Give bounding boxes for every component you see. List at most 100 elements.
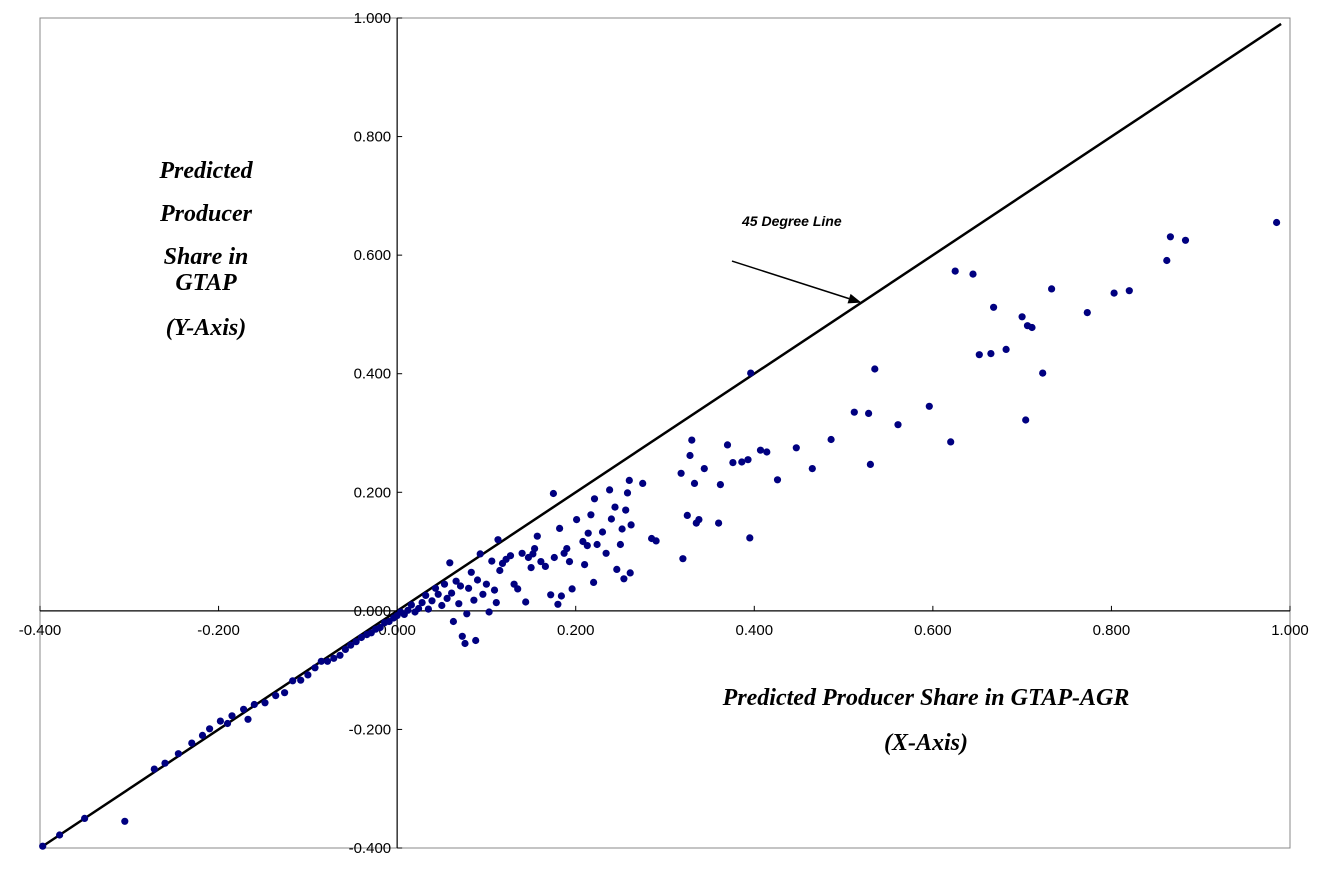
data-point — [281, 689, 289, 697]
y-tick-label: 0.200 — [354, 484, 392, 501]
y-axis-title-line: GTAP — [175, 270, 237, 296]
data-point — [690, 479, 699, 487]
data-point — [522, 598, 530, 606]
y-tick-label: 0.400 — [354, 366, 392, 383]
data-point — [607, 515, 616, 523]
data-point — [549, 489, 558, 498]
data-point — [524, 553, 533, 562]
data-point — [598, 528, 607, 536]
data-point — [850, 408, 858, 416]
data-point — [206, 725, 214, 733]
data-point — [792, 444, 800, 452]
data-point — [341, 645, 349, 654]
data-point — [1039, 369, 1047, 377]
data-point — [330, 654, 338, 662]
data-point — [1083, 309, 1091, 317]
data-point — [744, 456, 752, 464]
data-point — [1048, 285, 1056, 293]
y-axis-title-line: Predicted — [158, 158, 253, 184]
data-point — [440, 580, 449, 588]
annotation-arrowhead — [847, 293, 862, 304]
data-point — [297, 676, 305, 684]
data-point — [150, 765, 158, 773]
y-axis-title: Predicted Producer Share in GTAP (Y-Axis… — [158, 158, 253, 341]
data-point — [228, 712, 236, 720]
data-point — [482, 580, 490, 588]
x-tick-label: 0.400 — [736, 622, 774, 639]
data-point — [510, 580, 518, 588]
data-point — [623, 489, 632, 497]
data-point — [438, 601, 446, 610]
data-point — [581, 561, 589, 569]
data-point — [473, 576, 482, 584]
tick-labels: -0.400 -0.200 0.000 0.200 0.400 0.600 0.800 1.0… — [19, 10, 1309, 857]
data-point — [969, 270, 977, 278]
x-tick-label: -0.400 — [19, 622, 62, 639]
data-point — [56, 831, 64, 839]
data-point — [639, 479, 647, 487]
data-point — [174, 750, 182, 758]
data-point — [461, 639, 469, 648]
data-point — [479, 590, 487, 598]
data-point — [244, 715, 252, 723]
data-point — [865, 409, 873, 417]
data-point — [602, 549, 610, 557]
x-tick-label: 0.800 — [1093, 622, 1131, 639]
data-point — [573, 516, 581, 524]
data-point — [975, 351, 983, 359]
data-point — [537, 558, 545, 566]
data-point — [1110, 289, 1118, 297]
data-point — [272, 692, 280, 700]
data-point — [738, 458, 746, 466]
y-tick-label: 0.800 — [354, 129, 392, 146]
data-point — [198, 731, 207, 740]
data-point — [352, 638, 360, 646]
data-point — [550, 553, 558, 562]
y-tick-label: -0.200 — [349, 721, 392, 738]
data-point — [590, 495, 599, 503]
data-point — [951, 267, 959, 275]
data-point — [446, 559, 454, 567]
axes — [39, 17, 1291, 849]
data-point — [81, 814, 89, 823]
data-point — [686, 451, 694, 460]
data-point — [411, 608, 419, 616]
data-point — [622, 506, 630, 514]
x-axis-title: Predicted Producer Share in GTAP-AGR (X-… — [722, 685, 1130, 756]
x-tick-label: 0.000 — [378, 622, 416, 639]
data-point — [452, 577, 460, 585]
data-point — [1163, 256, 1171, 265]
data-points — [39, 218, 1281, 850]
data-point — [463, 610, 471, 618]
data-point — [492, 599, 500, 607]
data-point — [476, 550, 484, 558]
data-point — [240, 705, 248, 713]
data-point — [866, 460, 875, 468]
data-point — [261, 699, 269, 707]
data-point — [894, 421, 902, 429]
data-point — [587, 511, 595, 519]
data-point — [700, 465, 708, 473]
data-point — [317, 657, 325, 665]
data-point — [606, 486, 614, 494]
data-point — [541, 562, 550, 571]
data-point — [472, 636, 480, 645]
data-point — [494, 536, 502, 544]
data-point — [418, 599, 426, 607]
data-point — [579, 537, 587, 546]
data-point — [498, 559, 507, 568]
data-point — [323, 657, 332, 665]
annotation-label: 45 Degree Line — [741, 213, 842, 229]
data-point — [458, 632, 466, 640]
data-point — [1181, 236, 1190, 244]
x-axis-title-line: Predicted Producer Share in GTAP-AGR — [722, 685, 1130, 711]
data-point — [407, 601, 415, 609]
data-point — [1273, 218, 1281, 227]
y-axis-title-line: Producer — [159, 201, 253, 227]
data-point — [556, 524, 564, 533]
data-point — [448, 589, 456, 597]
data-point — [677, 469, 685, 477]
data-point — [590, 578, 598, 587]
data-point — [554, 600, 562, 608]
